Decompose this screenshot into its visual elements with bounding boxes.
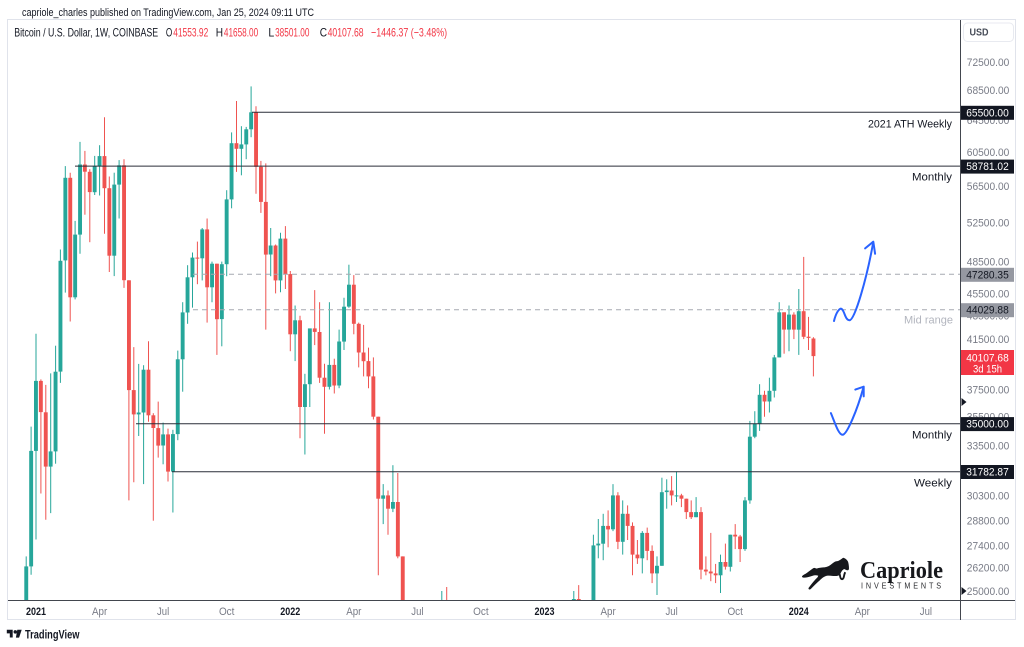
svg-text:Oct: Oct [473, 606, 489, 618]
svg-text:56500.00: 56500.00 [967, 181, 1010, 193]
svg-text:Jul: Jul [920, 606, 932, 618]
svg-text:Weekly: Weekly [914, 478, 953, 490]
svg-text:28800.00: 28800.00 [967, 516, 1010, 528]
svg-text:Jul: Jul [157, 606, 169, 618]
svg-text:Bitcoin / U.S. Dollar, 1W, COI: Bitcoin / U.S. Dollar, 1W, COINBASE [14, 25, 158, 39]
svg-text:37500.00: 37500.00 [967, 385, 1010, 397]
svg-text:72500.00: 72500.00 [967, 57, 1010, 69]
svg-text:41553.92: 41553.92 [173, 25, 208, 39]
svg-text:33500.00: 33500.00 [967, 441, 1010, 453]
svg-text:40107.68: 40107.68 [966, 353, 1009, 365]
svg-text:2021: 2021 [26, 606, 46, 618]
svg-text:68500.00: 68500.00 [967, 85, 1010, 97]
svg-text:H: H [216, 25, 223, 39]
svg-text:Oct: Oct [727, 606, 743, 618]
svg-text:USD: USD [970, 27, 989, 39]
svg-text:2021 ATH Weekly: 2021 ATH Weekly [868, 119, 952, 131]
svg-text:38501.00: 38501.00 [275, 25, 310, 39]
svg-text:41658.00: 41658.00 [224, 25, 259, 39]
svg-text:60500.00: 60500.00 [967, 147, 1010, 159]
svg-text:Apr: Apr [601, 606, 616, 618]
svg-text:65500.00: 65500.00 [966, 107, 1009, 119]
svg-text:TradingView: TradingView [25, 630, 80, 642]
svg-text:52500.00: 52500.00 [967, 217, 1010, 229]
svg-text:25000.00: 25000.00 [967, 586, 1010, 598]
svg-text:Oct: Oct [219, 606, 235, 618]
svg-text:27400.00: 27400.00 [967, 540, 1010, 552]
svg-text:2024: 2024 [789, 606, 810, 618]
svg-text:O: O [166, 25, 172, 39]
svg-text:Jul: Jul [411, 606, 423, 618]
svg-text:26200.00: 26200.00 [967, 563, 1010, 575]
svg-text:Apr: Apr [855, 606, 870, 618]
svg-text:INVESTMENTS: INVESTMENTS [861, 582, 944, 591]
svg-text:41500.00: 41500.00 [967, 334, 1010, 346]
svg-text:Monthly: Monthly [912, 430, 953, 442]
svg-text:44029.88: 44029.88 [966, 305, 1009, 317]
svg-text:31782.87: 31782.87 [966, 467, 1009, 479]
svg-text:L: L [268, 25, 274, 39]
svg-text:35000.00: 35000.00 [966, 419, 1009, 431]
svg-text:Monthly: Monthly [912, 172, 953, 184]
svg-text:Apr: Apr [92, 606, 107, 618]
svg-text:−1446.37 (−3.48%): −1446.37 (−3.48%) [371, 25, 447, 39]
svg-text:2022: 2022 [280, 606, 300, 618]
svg-text:capriole_charles published on: capriole_charles published on TradingVie… [22, 7, 314, 19]
svg-text:58781.02: 58781.02 [966, 161, 1009, 173]
svg-text:48500.00: 48500.00 [967, 257, 1010, 269]
svg-text:40107.68: 40107.68 [328, 25, 364, 39]
svg-text:C: C [320, 25, 328, 39]
svg-text:Apr: Apr [346, 606, 361, 618]
svg-text:30300.00: 30300.00 [967, 490, 1010, 502]
svg-text:Capriole: Capriole [860, 558, 943, 584]
svg-text:Mid range: Mid range [904, 315, 953, 327]
svg-text:2023: 2023 [535, 606, 555, 618]
svg-text:3d 15h: 3d 15h [973, 364, 1002, 376]
svg-text:Jul: Jul [666, 606, 678, 618]
svg-text:47280.35: 47280.35 [966, 269, 1009, 281]
svg-text:45500.00: 45500.00 [967, 288, 1010, 300]
